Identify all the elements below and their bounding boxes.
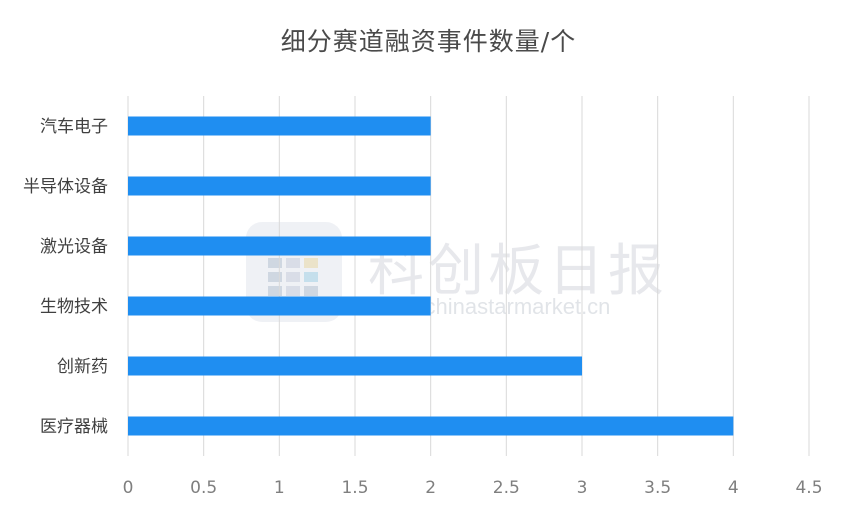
x-tick-labels: 0 0.5 1 1.5 2 2.5 3 3.5 4 4.5 <box>123 478 823 498</box>
category-label: 创新药 <box>57 357 108 377</box>
bar <box>128 296 431 316</box>
x-tick-label: 4.5 <box>795 478 822 498</box>
x-tick-label: 2 <box>425 478 436 498</box>
bar <box>128 116 431 136</box>
x-tick-label: 3 <box>577 478 588 498</box>
x-tick-label: 0.5 <box>190 478 217 498</box>
x-tick-label: 1.5 <box>341 478 368 498</box>
x-tick-label: 1 <box>274 478 285 498</box>
category-label: 汽车电子 <box>40 117 108 137</box>
x-tick-label: 0 <box>123 478 134 498</box>
category-label: 激光设备 <box>40 237 108 257</box>
chart-title: 细分赛道融资事件数量/个 <box>280 27 577 56</box>
gridlines <box>127 96 810 456</box>
category-label: 医疗器械 <box>40 417 108 437</box>
x-tick-label: 4 <box>728 478 739 498</box>
category-label: 生物技术 <box>40 297 108 317</box>
bars <box>128 116 734 436</box>
category-label: 半导体设备 <box>23 177 108 197</box>
x-tick-label: 2.5 <box>493 478 520 498</box>
bar <box>128 176 431 196</box>
bar <box>128 416 734 436</box>
bar <box>128 356 582 376</box>
bar <box>128 236 431 256</box>
x-tick-label: 3.5 <box>644 478 671 498</box>
